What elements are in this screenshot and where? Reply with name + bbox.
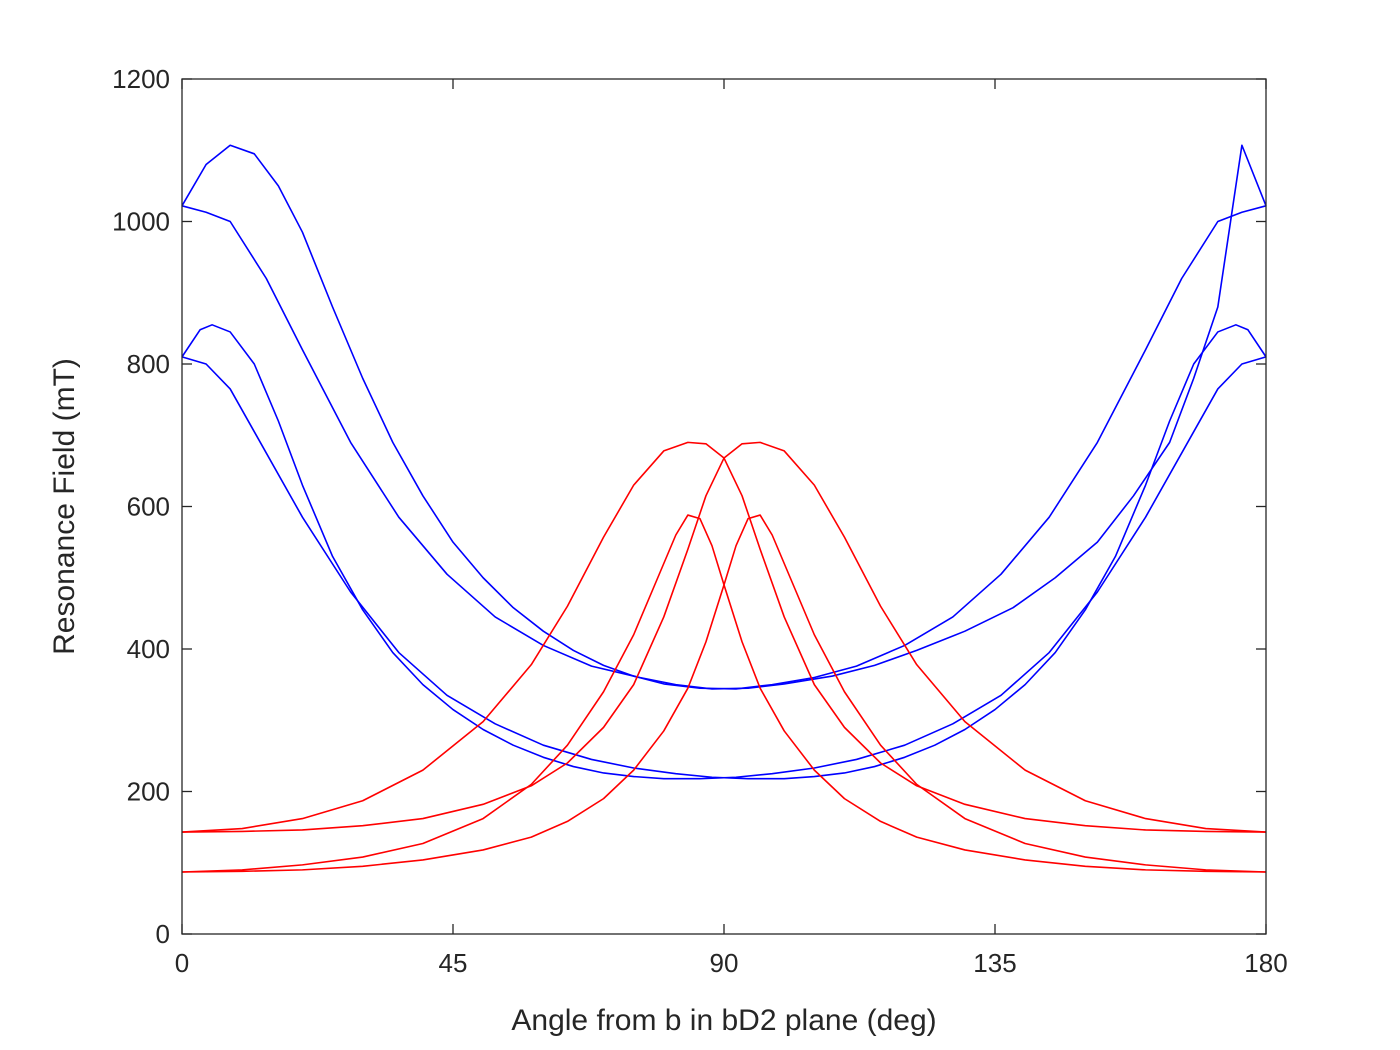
x-tick-label: 180 [1244,948,1287,978]
series-line-3 [181,324,1267,780]
y-tick-label: 800 [127,349,170,379]
y-tick-label: 600 [127,492,170,522]
y-tick-label: 0 [156,919,170,949]
y-tick-label: 400 [127,634,170,664]
x-axis-ticks: 0 45 90 135 180 [175,79,1288,978]
plot-area: 0 45 90 135 180 0 200 400 600 800 1000 1200 [112,64,1288,978]
y-tick-label: 200 [127,777,170,807]
x-tick-label: 135 [973,948,1016,978]
y-tick-label: 1200 [112,64,170,94]
series-line-7 [181,514,1267,873]
x-tick-label: 0 [175,948,189,978]
x-axis-title: Angle from b in bD2 plane (deg) [511,1004,936,1037]
series-line-4 [181,324,1267,780]
series-layer [181,144,1267,873]
y-axis-ticks: 0 200 400 600 800 1000 1200 [112,64,1266,949]
x-tick-label: 90 [710,948,739,978]
series-line-6 [181,441,1267,833]
x-tick-label: 45 [439,948,468,978]
y-tick-label: 1000 [112,207,170,237]
y-axis-title: Resonance Field (mT) [48,358,81,655]
series-line-2 [181,144,1267,690]
series-line-8 [181,514,1267,873]
